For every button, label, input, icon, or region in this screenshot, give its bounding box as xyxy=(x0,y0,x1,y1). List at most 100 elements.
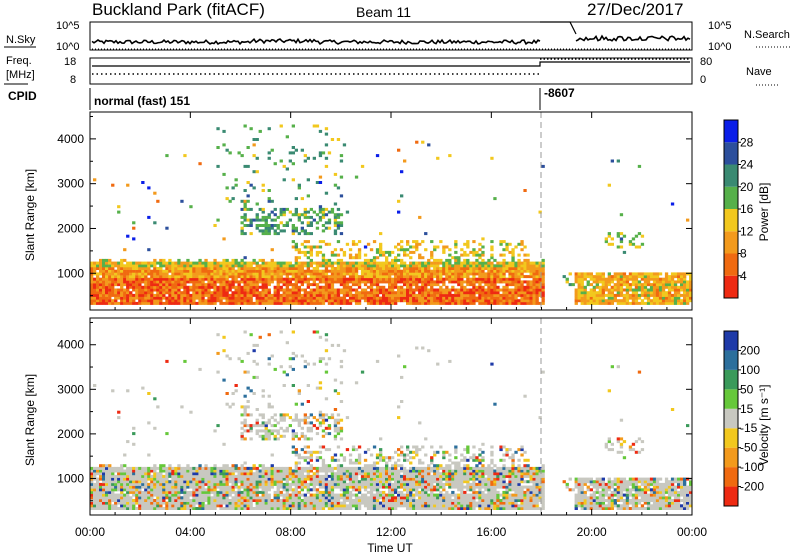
velocity-cell xyxy=(237,466,241,470)
power-cell xyxy=(336,296,341,300)
velocity-cell xyxy=(339,469,344,473)
power-cell xyxy=(535,285,539,289)
power-cell xyxy=(400,258,404,262)
power-cell xyxy=(285,288,289,292)
velocity-cell xyxy=(93,493,97,497)
velocity-cell xyxy=(330,504,335,508)
power-cell xyxy=(273,207,277,211)
power-cell xyxy=(276,285,280,289)
velocity-cell xyxy=(177,485,181,489)
velocity-cell xyxy=(336,482,341,486)
velocity-cell xyxy=(204,469,208,473)
power-cell xyxy=(619,275,624,279)
velocity-cell xyxy=(165,507,169,510)
power-cell xyxy=(610,275,614,279)
velocity-cell xyxy=(102,485,106,489)
power-cell xyxy=(171,272,175,276)
power-cell xyxy=(252,143,256,147)
velocity-cell xyxy=(267,333,271,337)
velocity-cell xyxy=(186,501,190,505)
power-cell xyxy=(689,296,693,300)
velocity-cell xyxy=(291,490,295,494)
velocity-cell xyxy=(192,485,196,489)
power-cell xyxy=(683,280,687,284)
velocity-cell xyxy=(159,469,163,473)
velocity-cell xyxy=(276,485,280,489)
power-cell xyxy=(535,275,539,279)
power-cell xyxy=(267,280,271,284)
power-cell xyxy=(388,285,392,289)
velocity-cell xyxy=(150,480,154,484)
velocity-cell xyxy=(297,389,301,393)
power-cell xyxy=(96,299,100,303)
power-cell xyxy=(391,250,395,254)
power-cell xyxy=(300,299,304,303)
velocity-cell xyxy=(261,429,265,433)
power-cell xyxy=(613,283,617,287)
velocity-cell xyxy=(117,472,121,476)
velocity-cell xyxy=(222,474,226,478)
velocity-cell xyxy=(222,469,226,473)
power-cell xyxy=(252,261,256,265)
power-cell xyxy=(505,285,509,289)
power-cell xyxy=(421,283,425,287)
power-cell xyxy=(406,283,410,287)
power-cell xyxy=(156,267,160,270)
power-cell xyxy=(643,293,648,297)
power-cell xyxy=(439,296,443,300)
velocity-cell xyxy=(159,488,163,492)
velocity-cell xyxy=(333,378,338,382)
velocity-cell xyxy=(294,474,298,478)
power-cell xyxy=(258,285,262,289)
power-cell xyxy=(430,288,434,292)
power-cell xyxy=(514,245,518,249)
power-cell xyxy=(366,242,371,246)
power-cell xyxy=(466,293,470,297)
velocity-cell xyxy=(291,496,295,500)
velocity-cell xyxy=(195,507,199,510)
power-cell xyxy=(105,277,109,281)
power-cell xyxy=(427,280,431,284)
power-cell xyxy=(529,293,533,297)
power-cell xyxy=(249,267,253,270)
velocity-cell xyxy=(342,349,347,353)
power-cell xyxy=(255,264,259,268)
power-cell xyxy=(369,288,374,292)
power-cell xyxy=(321,275,326,279)
power-cell xyxy=(686,280,690,284)
velocity-cell xyxy=(327,504,332,508)
velocity-cell xyxy=(120,482,124,486)
power-cell xyxy=(144,301,148,305)
power-cell xyxy=(523,264,527,268)
velocity-cell xyxy=(90,472,94,476)
power-cell xyxy=(448,154,452,158)
power-cell xyxy=(90,267,94,270)
power-cell xyxy=(502,299,506,303)
velocity-cell xyxy=(285,507,289,510)
velocity-cell xyxy=(120,504,124,508)
power-cell xyxy=(291,264,295,268)
velocity-cell xyxy=(195,501,199,505)
power-cell xyxy=(360,275,365,279)
power-cell xyxy=(330,210,335,214)
velocity-cell xyxy=(216,482,220,486)
power-cell xyxy=(264,224,268,227)
power-cell xyxy=(397,296,401,300)
power-cell xyxy=(186,275,190,279)
power-cell xyxy=(189,269,193,273)
power-cell xyxy=(412,245,416,249)
power-cell xyxy=(231,301,235,305)
velocity-cell xyxy=(246,499,250,502)
velocity-cell xyxy=(288,357,292,361)
power-cell xyxy=(409,293,413,297)
power-cell xyxy=(276,232,280,236)
power-cell xyxy=(219,261,223,265)
power-cell xyxy=(658,296,663,300)
power-cell xyxy=(213,285,217,289)
power-cell xyxy=(165,277,169,281)
power-cell xyxy=(541,264,545,268)
velocity-cell xyxy=(96,504,100,508)
velocity-cell xyxy=(258,480,262,484)
power-cell xyxy=(141,261,145,265)
power-cell xyxy=(330,277,335,281)
